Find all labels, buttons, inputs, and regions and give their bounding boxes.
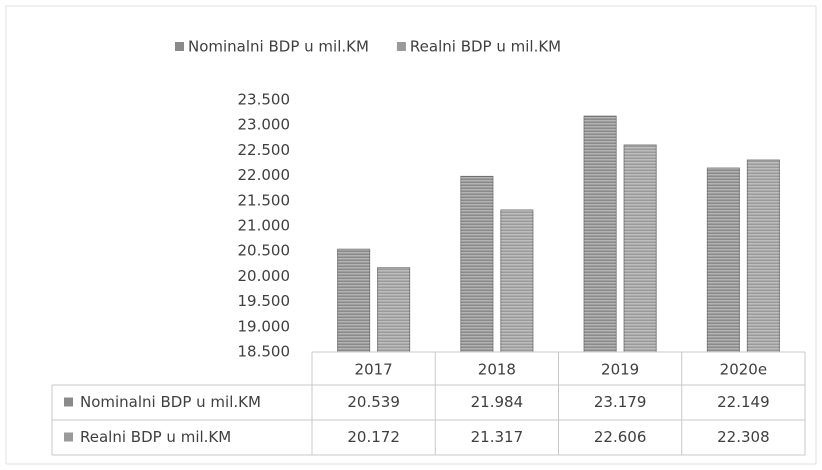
table-swatch — [64, 397, 73, 407]
table-value: 23.179 — [594, 393, 647, 411]
x-tick-label: 2018 — [478, 361, 516, 379]
bar-texture — [337, 249, 370, 352]
table-value: 21.984 — [471, 393, 524, 411]
bar-texture — [747, 160, 780, 352]
frame — [5, 5, 817, 465]
y-tick-label: 19.000 — [238, 317, 291, 335]
table-row-label: Nominalni BDP u mil.KM — [80, 393, 261, 411]
table-value: 20.172 — [347, 428, 400, 446]
bar-texture — [500, 210, 533, 352]
legend-label: Realni BDP u mil.KM — [410, 38, 561, 56]
y-tick-label: 20.000 — [238, 267, 291, 285]
bar-texture — [377, 267, 410, 352]
legend-swatch — [396, 42, 406, 51]
table-value: 20.539 — [347, 393, 400, 411]
x-tick-label: 2019 — [601, 361, 639, 379]
table-value: 22.308 — [717, 428, 770, 446]
y-tick-label: 22.000 — [238, 166, 291, 184]
table-value: 22.606 — [594, 428, 647, 446]
y-tick-label: 20.500 — [238, 242, 291, 260]
y-tick-label: 21.500 — [238, 191, 291, 209]
bar-texture — [707, 168, 740, 352]
x-tick-label: 2020e — [720, 361, 767, 379]
x-tick-label: 2017 — [355, 361, 393, 379]
y-tick-label: 22.500 — [238, 141, 291, 159]
y-tick-label: 23.500 — [238, 91, 291, 109]
bar-texture — [584, 116, 617, 352]
y-tick-label: 18.500 — [238, 343, 291, 361]
table-row-label: Realni BDP u mil.KM — [80, 428, 231, 446]
y-tick-label: 23.000 — [238, 116, 291, 134]
y-tick-label: 19.500 — [238, 292, 291, 310]
table-value: 21.317 — [471, 428, 524, 446]
bar-texture — [624, 145, 657, 352]
y-tick-label: 21.000 — [238, 217, 291, 235]
legend-label: Nominalni BDP u mil.KM — [188, 38, 369, 56]
legend-swatch — [175, 42, 184, 51]
table-value: 22.149 — [717, 393, 770, 411]
table-swatch — [64, 432, 73, 442]
bar-texture — [460, 176, 493, 352]
